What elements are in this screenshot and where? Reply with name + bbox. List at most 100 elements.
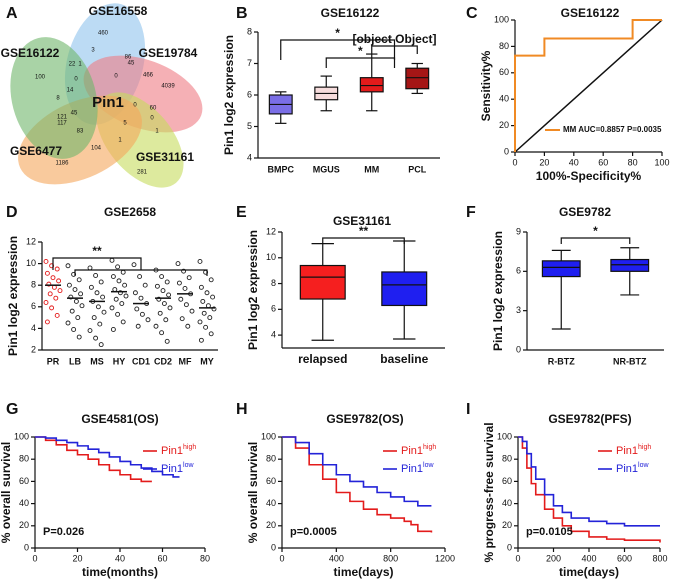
y-tick-label: 4 — [271, 329, 276, 339]
data-point — [93, 335, 99, 341]
panel-letter: D — [6, 204, 18, 221]
x-tick-label: 0 — [279, 553, 284, 563]
data-point — [115, 264, 121, 270]
data-point — [181, 268, 187, 274]
data-point — [198, 337, 204, 343]
y-tick-label: 40 — [502, 498, 512, 508]
data-point — [110, 327, 116, 332]
x-tick-label: 800 — [383, 553, 398, 563]
data-point — [167, 305, 173, 311]
data-point — [131, 262, 137, 268]
venn-count: 45 — [128, 61, 135, 67]
venn-count: 1186 — [56, 161, 70, 167]
x-tick-label: NR-BTZ — [613, 356, 647, 366]
x-tick-label: CD1 — [132, 356, 150, 366]
y-tick-label: 9 — [516, 226, 521, 236]
data-point — [46, 281, 52, 287]
venn-count: 8 — [56, 96, 60, 102]
data-point — [208, 331, 214, 337]
panel-letter: C — [466, 5, 478, 22]
venn-count: 117 — [57, 121, 67, 127]
x-tick-label: 20 — [539, 157, 549, 167]
legend-superscript: low — [183, 462, 194, 469]
data-point — [135, 323, 141, 329]
x-tick-label: 40 — [115, 553, 125, 563]
venn-count: 460 — [98, 31, 109, 37]
data-point — [53, 295, 59, 301]
data-point — [76, 334, 82, 340]
y-tick-label: 8 — [31, 280, 36, 290]
survival-curve — [518, 436, 661, 543]
data-point — [132, 290, 138, 296]
legend-label: Pin1high — [161, 444, 196, 457]
data-point — [97, 321, 103, 327]
x-tick-label: 400 — [581, 553, 596, 563]
legend-label: Pin1low — [161, 462, 194, 475]
x-tick-label: 60 — [157, 553, 167, 563]
data-point — [153, 323, 159, 329]
p-value: p=0.0105 — [526, 526, 573, 538]
y-tick-label: 0 — [504, 146, 509, 156]
data-point — [49, 305, 55, 311]
venn-set-label: GSE16558 — [89, 4, 148, 18]
y-tick-label: 60 — [266, 476, 276, 486]
y-tick-label: 4 — [31, 323, 36, 333]
venn-count: 1 — [118, 138, 122, 144]
data-point — [51, 284, 57, 290]
x-tick-label: HY — [113, 356, 126, 366]
legend-name: Pin1 — [616, 463, 638, 475]
x-tick-label: 400 — [329, 553, 344, 563]
venn-count: 83 — [77, 129, 84, 135]
data-point — [163, 317, 169, 323]
venn-set-label: GSE16122 — [1, 46, 60, 60]
y-tick-label: 5 — [247, 121, 252, 131]
data-point — [117, 290, 123, 296]
data-point — [57, 288, 63, 294]
x-tick-label: MM — [364, 164, 379, 174]
y-tick-label: 8 — [247, 26, 252, 36]
x-tick-label: R-BTZ — [548, 356, 575, 366]
data-point — [198, 284, 204, 290]
y-tick-label: 80 — [19, 454, 29, 464]
p-value: p=0.0005 — [290, 526, 337, 538]
y-tick-label: 80 — [502, 454, 512, 464]
data-point — [87, 328, 93, 334]
y-tick-label: 20 — [502, 520, 512, 530]
data-point — [137, 274, 143, 280]
x-tick-label: BMPC — [268, 164, 295, 174]
y-tick-label: 40 — [266, 498, 276, 508]
y-tick-label: 10 — [266, 252, 276, 262]
x-tick-label: PCL — [408, 164, 427, 174]
survival-curve — [518, 436, 660, 527]
chart-title: GSE2658 — [104, 205, 156, 219]
data-point — [116, 278, 122, 284]
survival-curve — [35, 436, 152, 483]
data-point — [208, 277, 214, 283]
venn-count: 121 — [57, 115, 68, 121]
panel-letter: B — [236, 5, 248, 22]
data-point — [207, 315, 213, 321]
x-tick-label: 80 — [200, 553, 210, 563]
data-point — [160, 288, 166, 294]
venn-count: 4039 — [161, 84, 175, 90]
data-point — [115, 311, 121, 317]
data-point — [88, 284, 94, 290]
y-tick-label: 2 — [31, 344, 36, 354]
survival-curve — [282, 436, 433, 533]
y-tick-label: 0 — [24, 542, 29, 552]
x-tick-label: 100 — [654, 157, 669, 167]
y-axis-label: Sensitivity% — [479, 50, 493, 121]
data-point — [189, 308, 195, 314]
data-point — [54, 266, 60, 272]
legend-name: Pin1 — [161, 463, 183, 475]
significance-bracket — [52, 257, 142, 270]
legend-label: Pin1high — [401, 444, 436, 457]
venn-count: 1 — [78, 62, 82, 68]
x-tick-label: PR — [47, 356, 60, 366]
significance-bracket — [322, 237, 405, 244]
survival-curve — [282, 436, 432, 507]
y-axis-label: % overall survival — [0, 442, 13, 543]
box — [299, 264, 346, 300]
data-point — [120, 269, 126, 275]
data-point — [76, 277, 82, 283]
